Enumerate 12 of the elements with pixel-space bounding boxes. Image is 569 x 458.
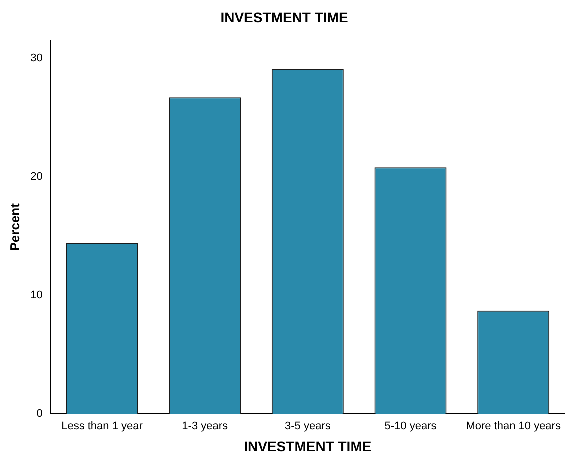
x-tick-label: 3-5 years xyxy=(284,420,332,433)
x-tick-label: More than 10 years xyxy=(466,420,562,433)
x-tick-label: 1-3 years xyxy=(182,420,229,433)
y-tick-label: 30 xyxy=(30,52,43,65)
x-tick-label: Less than 1 year xyxy=(62,420,144,433)
y-axis-title: Percent xyxy=(7,202,22,252)
y-tick-label: 20 xyxy=(30,171,43,184)
x-tick-label: 5-10 years xyxy=(384,420,438,433)
x-axis-title: INVESTMENT TIME xyxy=(244,438,372,454)
y-tick-label: 0 xyxy=(36,408,43,420)
chart-title: INVESTMENT TIME xyxy=(220,9,348,26)
y-tick-label: 10 xyxy=(30,290,43,302)
